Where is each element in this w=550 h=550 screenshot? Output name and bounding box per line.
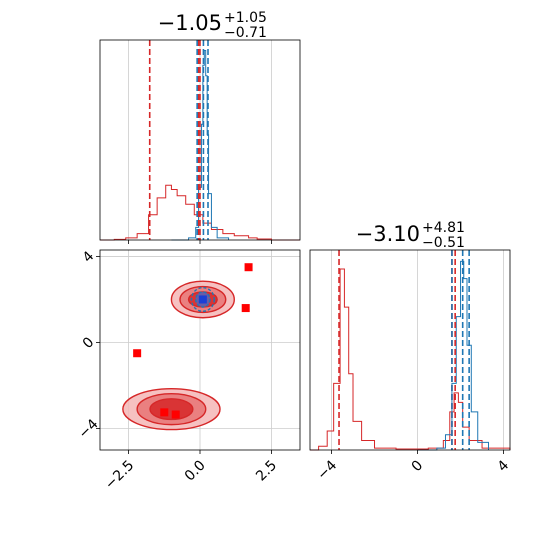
histogram-blue-series [417,260,489,451]
contour-blue-level [190,286,215,312]
y-tick-label: 4 [80,248,98,266]
contour-2d-panel: −2.5 0.0 2.5 −4 0 4 [76,248,301,493]
histogram-blue-series [171,50,230,241]
histogram-red-series [310,268,511,451]
histogram-param-1 [99,39,301,244]
x-tick-label: 2.5 [253,457,280,484]
contour-red-lower-level [149,398,194,421]
histogram-param-2: −4 0 4 [309,249,513,483]
title-param-2-minus: −0.51 [422,235,465,251]
histogram-red-series [100,184,300,241]
x-tick-label: 4 [495,457,513,475]
title-param-1-plus: +1.05 [224,10,267,26]
panel-frame [99,249,301,451]
marker-point-red [171,410,180,419]
y-tick-label: 0 [80,334,98,352]
marker-point-red [244,263,253,272]
marker-point-red [133,349,142,358]
x-tick-label: 0.0 [182,457,209,484]
panel-frame [309,249,511,451]
marker-point-blue [198,295,207,304]
x-tick-label: −4 [314,457,340,483]
x-tick-label: 0 [409,457,427,475]
x-tick-label: −2.5 [102,457,137,492]
y-tick-label: −4 [76,416,102,442]
title-param-2: −3.10 +4.81 −0.51 [356,220,465,251]
title-param-1-value: −1.05 [158,11,222,35]
title-param-2-plus: +4.81 [422,220,465,236]
title-param-2-value: −3.10 [356,222,420,246]
marker-point-red [241,304,250,313]
marker-point-red [160,408,169,417]
panel-frame [99,39,301,241]
title-param-1: −1.05 +1.05 −0.71 [158,10,267,41]
title-param-1-minus: −0.71 [224,25,267,41]
